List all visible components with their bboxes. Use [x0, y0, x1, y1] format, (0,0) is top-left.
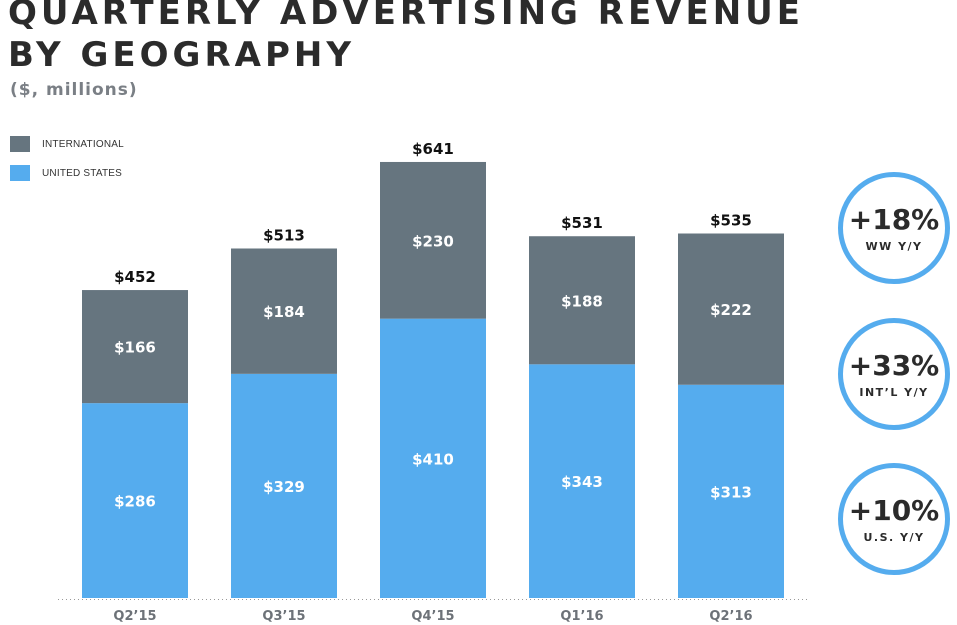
bar-segment-us-0 — [82, 403, 188, 598]
bar-segment-us-2 — [380, 318, 486, 598]
x-tick-label-2: Q4’15 — [411, 609, 454, 624]
badge-value-international: +33% — [848, 348, 940, 382]
data-label-us-0: $286 — [114, 493, 156, 511]
badge-label-us: U.S. Y/Y — [863, 530, 925, 544]
legend-swatch-international — [10, 136, 30, 152]
data-label-us-1: $329 — [263, 478, 305, 496]
legend-item-united-states: UNITED STATES — [10, 165, 124, 181]
total-label-1: $513 — [263, 226, 305, 244]
badge-value-us: +10% — [848, 493, 940, 527]
bar-segment-intl-2 — [380, 161, 486, 319]
total-label-0: $452 — [114, 268, 156, 286]
total-label-4: $535 — [710, 212, 752, 230]
badge-international-growth: +33% INT’L Y/Y — [838, 318, 950, 430]
data-label-intl-1: $184 — [263, 303, 305, 321]
legend-item-international: INTERNATIONAL — [10, 136, 124, 152]
bar-segment-intl-4 — [678, 233, 784, 385]
chart-title: QUARTERLY ADVERTISING REVENUE BY GEOGRAP… — [8, 0, 804, 75]
bar-segment-us-3 — [529, 364, 635, 598]
legend: INTERNATIONAL UNITED STATES — [10, 136, 124, 194]
legend-label-united-states: UNITED STATES — [42, 167, 123, 179]
legend-swatch-united-states — [10, 165, 30, 181]
x-tick-label-4: Q2’16 — [709, 609, 752, 624]
x-tick-label-3: Q1’16 — [560, 609, 603, 624]
data-label-intl-0: $166 — [114, 339, 156, 357]
chart-subtitle: ($, millions) — [10, 80, 138, 100]
badge-us-growth: +10% U.S. Y/Y — [838, 463, 950, 575]
data-label-us-4: $313 — [710, 483, 752, 501]
badge-label-international: INT’L Y/Y — [859, 385, 929, 399]
bar-segment-intl-0 — [82, 290, 188, 404]
data-label-intl-3: $188 — [561, 292, 603, 310]
data-label-us-3: $343 — [561, 473, 603, 491]
bar-segment-intl-1 — [231, 248, 337, 374]
total-label-2: $641 — [412, 140, 454, 158]
bar-segment-us-1 — [231, 373, 337, 598]
legend-label-international: INTERNATIONAL — [42, 138, 124, 150]
badge-label-worldwide: WW Y/Y — [865, 239, 923, 253]
data-label-us-2: $410 — [412, 450, 454, 468]
x-tick-label-1: Q3’15 — [262, 609, 305, 624]
bar-segment-us-4 — [678, 384, 784, 598]
total-label-3: $531 — [561, 214, 603, 232]
data-label-intl-4: $222 — [710, 301, 752, 319]
badge-value-worldwide: +18% — [848, 202, 940, 236]
x-tick-label-0: Q2’15 — [113, 609, 156, 624]
bar-segment-intl-3 — [529, 236, 635, 365]
badge-worldwide-growth: +18% WW Y/Y — [838, 172, 950, 284]
data-label-intl-2: $230 — [412, 232, 454, 250]
